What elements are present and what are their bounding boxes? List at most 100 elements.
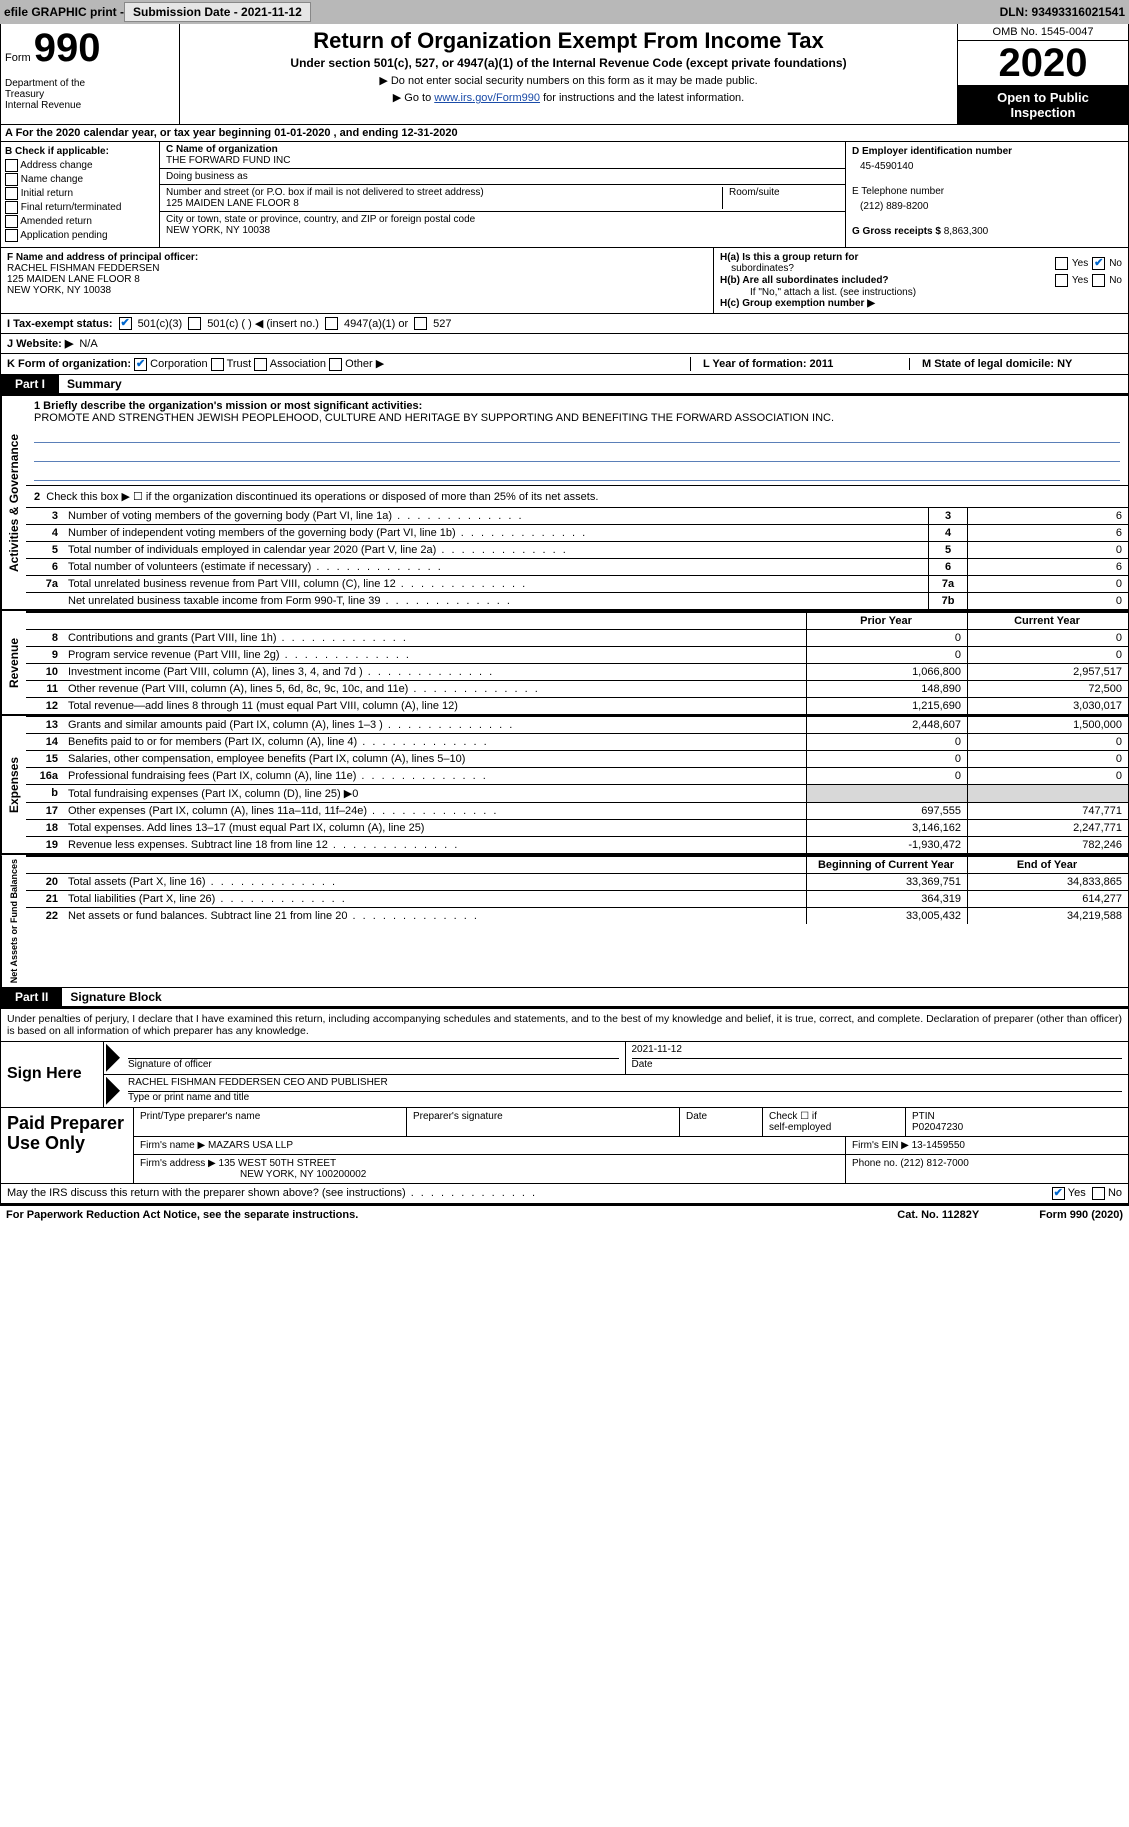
chk-4947[interactable] [325, 317, 338, 330]
line-8: 8Contributions and grants (Part VIII, li… [26, 629, 1128, 646]
chk-other[interactable] [329, 358, 342, 371]
rev-col-hdr: Prior YearCurrent Year [26, 612, 1128, 630]
discuss-text: May the IRS discuss this return with the… [7, 1187, 537, 1199]
part1-tab: Part I [1, 375, 59, 393]
prep-sig-hdr: Preparer's signature [407, 1108, 680, 1136]
chk-501c[interactable] [188, 317, 201, 330]
net-col-hdr: Beginning of Current YearEnd of Year [26, 856, 1128, 874]
gross-row: G Gross receipts $ 8,863,300 [852, 226, 1122, 237]
ha-yes[interactable] [1055, 257, 1068, 270]
dept-line1: Department of the [5, 78, 175, 89]
part2-tab: Part II [1, 988, 62, 1006]
chk-501c3[interactable] [119, 317, 132, 330]
i-label: I Tax-exempt status: [7, 318, 113, 330]
officer-name: RACHEL FISHMAN FEDDERSEN [7, 263, 159, 274]
discuss-no[interactable] [1092, 1187, 1105, 1200]
efile-topbar: efile GRAPHIC print - Submission Date - … [0, 0, 1129, 24]
sig-date-cell: 2021-11-12 Date [625, 1042, 1129, 1074]
prep-date-hdr: Date [680, 1108, 763, 1136]
signature-block: Under penalties of perjury, I declare th… [0, 1007, 1129, 1184]
line-11: 11Other revenue (Part VIII, column (A), … [26, 680, 1128, 697]
line-14: 14Benefits paid to or for members (Part … [26, 733, 1128, 750]
firm-addr-row: Firm's address ▶ 135 WEST 50TH STREET NE… [134, 1155, 1128, 1183]
paid-hdr-row: Print/Type preparer's name Preparer's si… [134, 1108, 1128, 1137]
line-5: 5Total number of individuals employed in… [26, 541, 1128, 558]
submission-date-btn[interactable]: Submission Date - 2021-11-12 [124, 2, 311, 22]
sign-here-label: Sign Here [1, 1042, 104, 1107]
revenue-table: Prior YearCurrent Year 8Contributions an… [26, 611, 1128, 714]
chk-amended[interactable]: Amended return [5, 215, 155, 228]
box-f: F Name and address of principal officer:… [1, 248, 714, 313]
room-label: Room/suite [729, 187, 780, 198]
box-b-header: B Check if applicable: [5, 146, 155, 157]
chk-527[interactable] [414, 317, 427, 330]
ptin-hdr: PTINP02047230 [906, 1108, 1128, 1136]
pra-notice: For Paperwork Reduction Act Notice, see … [6, 1209, 358, 1221]
hb-row: H(b) Are all subordinates included? Yes … [720, 274, 1122, 287]
chk-trust[interactable] [211, 358, 224, 371]
mission-block: 1 Briefly describe the organization's mi… [26, 396, 1128, 486]
firm-addr-cell: Firm's address ▶ 135 WEST 50TH STREET NE… [134, 1155, 846, 1183]
open-to-public: Open to Public Inspection [958, 86, 1128, 124]
name-title-cell: RACHEL FISHMAN FEDDERSEN CEO AND PUBLISH… [122, 1075, 1128, 1107]
row-j: J Website: ▶ N/A [0, 334, 1129, 354]
officer-addr1: 125 MAIDEN LANE FLOOR 8 [7, 274, 140, 285]
firm-ein-cell: Firm's EIN ▶ 13-1459550 [846, 1137, 1128, 1154]
paid-preparer-row: Paid Preparer Use Only Print/Type prepar… [1, 1107, 1128, 1183]
box-b: B Check if applicable: Address change Na… [1, 142, 160, 247]
dept-line3: Internal Revenue [5, 100, 175, 111]
discuss-row: May the IRS discuss this return with the… [0, 1184, 1129, 1204]
hb-no[interactable] [1092, 274, 1105, 287]
line-7a: 7aTotal unrelated business revenue from … [26, 575, 1128, 592]
paid-grid: Print/Type preparer's name Preparer's si… [134, 1108, 1128, 1183]
box-d: D Employer identification number 45-4590… [845, 142, 1128, 247]
line-13: 13Grants and similar amounts paid (Part … [26, 716, 1128, 733]
line-12: 12Total revenue—add lines 8 through 11 (… [26, 697, 1128, 714]
city-label: City or town, state or province, country… [166, 214, 475, 225]
firm-name-cell: Firm's name ▶ MAZARS USA LLP [134, 1137, 846, 1154]
row-i: I Tax-exempt status: 501(c)(3) 501(c) ( … [0, 314, 1129, 334]
form-subtitle: Under section 501(c), 527, or 4947(a)(1)… [188, 56, 949, 70]
c-label: C Name of organization [166, 144, 278, 155]
dba-label: Doing business as [166, 171, 248, 182]
chk-address-change[interactable]: Address change [5, 159, 155, 172]
form-number-box: Form 990 Department of the Treasury Inte… [1, 24, 180, 124]
gross-label: G Gross receipts $ [852, 226, 941, 237]
form-word: Form [5, 52, 31, 64]
chk-assoc[interactable] [254, 358, 267, 371]
q2-text: Check this box ▶ ☐ if the organization d… [46, 491, 598, 503]
part2-header: Part II Signature Block [0, 988, 1129, 1007]
note-ssn: ▶ Do not enter social security numbers o… [188, 74, 949, 87]
hb-yes[interactable] [1055, 274, 1068, 287]
line-16a: 16aProfessional fundraising fees (Part I… [26, 767, 1128, 784]
tax-year: 2020 [958, 41, 1128, 86]
line-4: 4Number of independent voting members of… [26, 524, 1128, 541]
line-16b: bTotal fundraising expenses (Part IX, co… [26, 784, 1128, 802]
chk-app-pending[interactable]: Application pending [5, 229, 155, 242]
q2-block: 2 Check this box ▶ ☐ if the organization… [26, 486, 1128, 507]
omb-number: OMB No. 1545-0047 [958, 24, 1128, 41]
irs-link[interactable]: www.irs.gov/Form990 [434, 92, 540, 104]
side-netassets: Net Assets or Fund Balances [1, 855, 26, 987]
box-h: H(a) Is this a group return for subordin… [714, 248, 1128, 313]
chk-name-change[interactable]: Name change [5, 173, 155, 186]
ha-no[interactable] [1092, 257, 1105, 270]
date-label: Date [632, 1059, 653, 1070]
chk-initial-return[interactable]: Initial return [5, 187, 155, 200]
row-klm: K Form of organization: Corporation Trus… [0, 354, 1129, 375]
ein-label: D Employer identification number [852, 146, 1122, 157]
chk-final-return[interactable]: Final return/terminated [5, 201, 155, 214]
cat-no: Cat. No. 11282Y [897, 1209, 979, 1221]
line-10: 10Investment income (Part VIII, column (… [26, 663, 1128, 680]
row-a-tax-year: A For the 2020 calendar year, or tax yea… [0, 125, 1129, 142]
box-c: C Name of organization THE FORWARD FUND … [160, 142, 845, 247]
chk-corp[interactable] [134, 358, 147, 371]
self-emp-hdr: Check ☐ ifself-employed [763, 1108, 906, 1136]
paid-preparer-label: Paid Preparer Use Only [1, 1108, 134, 1183]
line-3: 3Number of voting members of the governi… [26, 507, 1128, 524]
netassets-section: Net Assets or Fund Balances Beginning of… [0, 853, 1129, 988]
line-7b: Net unrelated business taxable income fr… [26, 592, 1128, 609]
type-label: Type or print name and title [128, 1092, 249, 1103]
discuss-yes[interactable] [1052, 1187, 1065, 1200]
addr-value: 125 MAIDEN LANE FLOOR 8 [166, 198, 299, 209]
